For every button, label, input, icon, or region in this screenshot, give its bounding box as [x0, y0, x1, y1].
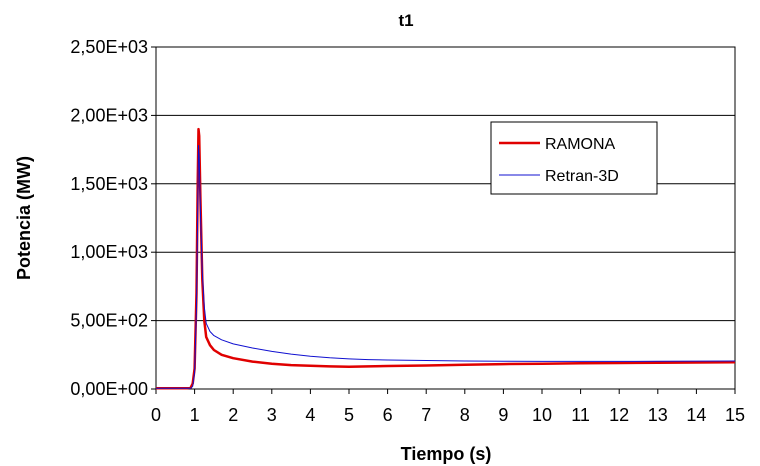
x-tick-label: 8	[460, 405, 470, 425]
gridlines	[156, 114, 735, 322]
x-tick-label: 6	[383, 405, 393, 425]
x-axis-ticks: 0 1 2 3 4 5 6 7 8 9 10 11 12 13 14 15	[151, 389, 745, 425]
x-tick-label: 1	[190, 405, 200, 425]
x-tick-label: 14	[686, 405, 706, 425]
x-tick-label: 7	[421, 405, 431, 425]
series-line-retran-3d	[156, 145, 736, 389]
x-tick-label: 9	[498, 405, 508, 425]
x-tick-label: 12	[609, 405, 629, 425]
y-tick-label: 2,50E+03	[70, 37, 148, 57]
series-lines	[156, 127, 736, 390]
x-tick-label: 10	[532, 405, 552, 425]
x-tick-label: 5	[344, 405, 354, 425]
y-tick-label: 1,00E+03	[70, 242, 148, 262]
legend-label: Retran-3D	[545, 168, 619, 185]
chart-title: t1	[398, 11, 413, 30]
x-tick-label: 15	[725, 405, 745, 425]
y-axis-ticks: 0,00E+00 5,00E+02 1,00E+03 1,50E+03 2,00E+03…	[70, 37, 156, 399]
y-tick-label: 1,50E+03	[70, 174, 148, 194]
plot-frame	[155, 46, 736, 390]
y-axis-title: Potencia (MW)	[14, 156, 34, 280]
y-tick-label: 5,00E+02	[70, 311, 148, 331]
legend-box	[490, 121, 658, 195]
x-tick-label: 2	[228, 405, 238, 425]
x-tick-label: 4	[305, 405, 315, 425]
legend-label: RAMONA	[545, 136, 616, 153]
x-tick-label: 13	[648, 405, 668, 425]
y-tick-label: 2,00E+03	[70, 105, 148, 125]
y-tick-label: 0,00E+00	[70, 379, 148, 399]
x-tick-label: 0	[151, 405, 161, 425]
legend: RAMONA Retran-3D	[490, 121, 658, 195]
x-axis-title: Tiempo (s)	[401, 444, 492, 464]
x-tick-label: 11	[571, 405, 590, 425]
x-tick-label: 3	[267, 405, 277, 425]
